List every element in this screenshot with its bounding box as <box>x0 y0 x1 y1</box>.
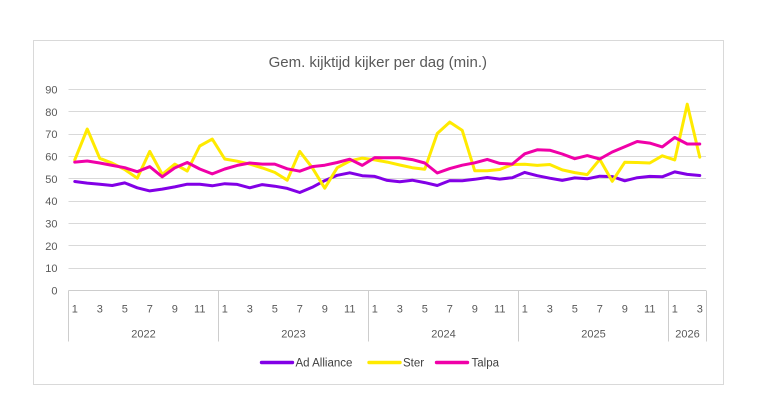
svg-text:1: 1 <box>372 304 378 316</box>
svg-text:3: 3 <box>547 304 553 316</box>
svg-text:30: 30 <box>45 219 57 231</box>
svg-text:50: 50 <box>45 174 57 186</box>
svg-text:80: 80 <box>45 107 57 119</box>
svg-text:2026: 2026 <box>675 329 699 341</box>
svg-text:20: 20 <box>45 241 57 253</box>
svg-text:11: 11 <box>644 304 655 316</box>
svg-text:10: 10 <box>45 263 57 275</box>
svg-text:90: 90 <box>45 85 57 97</box>
svg-text:Talpa: Talpa <box>472 358 500 370</box>
svg-text:5: 5 <box>272 304 278 316</box>
svg-text:3: 3 <box>97 304 103 316</box>
svg-text:2024: 2024 <box>431 329 455 341</box>
svg-text:1: 1 <box>222 304 228 316</box>
svg-text:1: 1 <box>72 304 78 316</box>
svg-text:2022: 2022 <box>131 329 155 341</box>
svg-text:5: 5 <box>122 304 128 316</box>
svg-text:2023: 2023 <box>281 329 305 341</box>
svg-text:3: 3 <box>397 304 403 316</box>
svg-text:60: 60 <box>45 152 57 164</box>
svg-text:1: 1 <box>522 304 528 316</box>
svg-text:5: 5 <box>572 304 578 316</box>
svg-text:7: 7 <box>147 304 153 316</box>
svg-text:7: 7 <box>297 304 303 316</box>
svg-text:Gem. kijktijd kijker per dag (: Gem. kijktijd kijker per dag (min.) <box>269 54 487 71</box>
svg-text:40: 40 <box>45 196 57 208</box>
svg-text:9: 9 <box>472 304 478 316</box>
svg-text:2025: 2025 <box>581 329 605 341</box>
svg-text:9: 9 <box>322 304 328 316</box>
svg-text:3: 3 <box>247 304 253 316</box>
svg-text:0: 0 <box>51 286 57 298</box>
svg-text:11: 11 <box>344 304 355 316</box>
svg-text:9: 9 <box>622 304 628 316</box>
svg-text:5: 5 <box>422 304 428 316</box>
svg-text:7: 7 <box>447 304 453 316</box>
svg-text:70: 70 <box>45 129 57 141</box>
svg-text:7: 7 <box>597 304 603 316</box>
svg-text:11: 11 <box>494 304 505 316</box>
svg-text:Ster: Ster <box>403 358 424 370</box>
svg-text:9: 9 <box>172 304 178 316</box>
svg-text:3: 3 <box>697 304 703 316</box>
svg-text:Ad Alliance: Ad Alliance <box>296 358 353 370</box>
svg-text:11: 11 <box>194 304 205 316</box>
svg-text:1: 1 <box>672 304 678 316</box>
